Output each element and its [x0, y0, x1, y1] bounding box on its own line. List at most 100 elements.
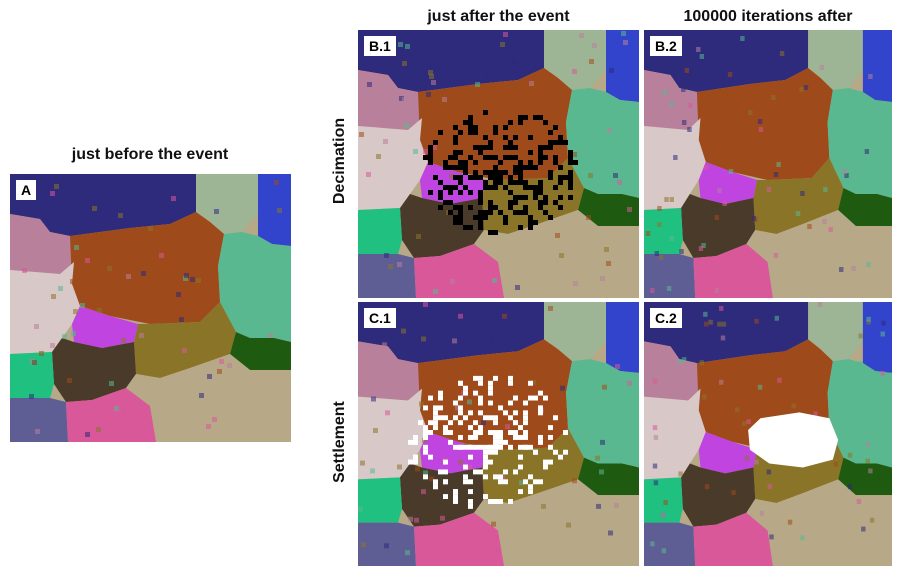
scatter-cell [428, 145, 433, 150]
settled-blob [748, 412, 839, 468]
scatter-cell [513, 410, 518, 416]
pixel-noise [452, 338, 457, 344]
scatter-cell [473, 125, 478, 130]
panel-a: A [10, 174, 291, 442]
scatter-cell [538, 190, 543, 195]
scatter-cell [493, 130, 498, 135]
scatter-cell [433, 415, 438, 421]
scatter-cell [473, 170, 478, 175]
scatter-cell [473, 160, 478, 165]
pixel-noise [807, 224, 812, 229]
scatter-cell [458, 180, 463, 185]
scatter-cell [493, 449, 498, 455]
scatter-cell [423, 449, 428, 455]
region-pink [414, 512, 504, 566]
scatter-cell [533, 185, 538, 190]
pixel-noise [214, 209, 219, 214]
pixel-noise [856, 499, 862, 504]
scatter-cell [508, 180, 513, 185]
scatter-cell [478, 175, 483, 180]
pixel-noise [817, 302, 823, 307]
scatter-cell [503, 410, 508, 416]
scatter-cell [483, 449, 488, 455]
scatter-cell [488, 200, 493, 205]
scatter-cell [548, 170, 553, 175]
pixel-noise [489, 338, 494, 344]
pixel-noise [50, 191, 55, 196]
scatter-cell [508, 200, 513, 205]
scatter-cell [518, 195, 523, 200]
scatter-cell [468, 205, 473, 210]
pixel-noise [141, 271, 146, 276]
pixel-noise [107, 266, 112, 271]
scatter-cell [528, 484, 533, 490]
scatter-cell [458, 434, 463, 440]
scatter-cell [553, 125, 558, 130]
scatter-cell [463, 170, 468, 175]
pixel-noise [505, 424, 510, 430]
scatter-cell [428, 150, 433, 155]
pixel-noise [661, 548, 667, 554]
scatter-cell [518, 160, 523, 165]
scatter-cell [513, 434, 518, 440]
scatter-cell [458, 380, 463, 386]
scatter-cell [458, 405, 463, 411]
pixel-noise [701, 243, 706, 248]
pixel-noise [767, 484, 772, 490]
scatter-cell [438, 205, 443, 210]
pixel-noise [858, 361, 863, 367]
pixel-noise [699, 360, 705, 366]
pixel-noise [366, 172, 371, 177]
pixel-noise [22, 268, 27, 273]
scatter-cell [558, 195, 563, 200]
scatter-cell [483, 210, 488, 215]
pixel-noise [572, 69, 577, 74]
region-dark-brown [52, 338, 136, 402]
scatter-cell [443, 469, 448, 475]
pixel-noise [687, 127, 692, 132]
panel-c1: C.1 [358, 302, 639, 566]
scatter-cell [453, 400, 458, 406]
scatter-cell [518, 175, 523, 180]
region-mauve [358, 341, 422, 401]
scatter-cell [528, 160, 533, 165]
pixel-noise [839, 267, 844, 272]
scatter-cell [468, 499, 473, 504]
scatter-cell [528, 444, 533, 450]
pixel-noise [122, 409, 127, 414]
region-sage [544, 30, 606, 90]
scatter-cell [568, 180, 573, 185]
pixel-noise [704, 484, 710, 490]
scatter-cell [408, 459, 413, 465]
scatter-cell [483, 454, 488, 460]
pixel-noise [660, 512, 666, 518]
pixel-noise [653, 480, 659, 486]
pixel-noise [164, 281, 169, 286]
scatter-cell [478, 375, 483, 381]
scatter-cell [488, 170, 493, 175]
pixel-noise [771, 95, 776, 100]
scatter-cell [508, 380, 513, 386]
panel-b2-label: B.2 [650, 36, 682, 56]
pixel-noise [71, 331, 76, 336]
region-slate [358, 254, 416, 298]
pixel-noise [607, 128, 612, 133]
scatter-cell [508, 155, 513, 160]
pixel-noise [405, 550, 410, 556]
pixel-noise [560, 385, 565, 391]
scatter-cell [463, 165, 468, 170]
scatter-cell [518, 225, 523, 230]
scatter-cell [463, 444, 468, 450]
pixel-noise [219, 359, 224, 364]
pixel-noise [650, 541, 655, 547]
pixel-noise [703, 311, 708, 317]
scatter-cell [538, 115, 543, 120]
scatter-cell [543, 200, 548, 205]
pixel-noise [385, 410, 390, 416]
scatter-cell [498, 160, 503, 165]
scatter-cell [573, 160, 578, 165]
pixel-noise [421, 336, 426, 342]
pixel-noise [404, 123, 409, 128]
pixel-noise [572, 478, 577, 484]
scatter-cell [503, 170, 508, 175]
